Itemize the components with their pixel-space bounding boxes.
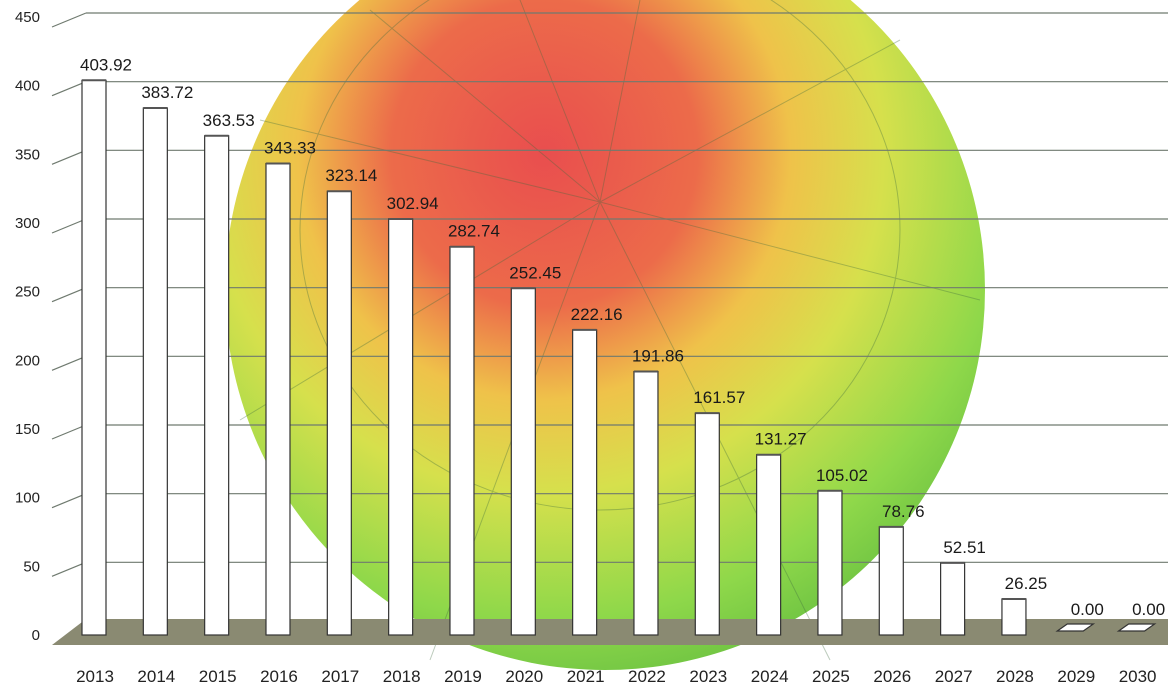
x-tick-label: 2024 (751, 667, 789, 685)
y-tick-label: 300 (15, 215, 40, 232)
data-label: 222.16 (571, 305, 623, 324)
bar (449, 246, 475, 636)
gridline-slant (51, 561, 87, 577)
data-label: 363.53 (203, 111, 255, 130)
x-tick-label: 2023 (689, 667, 727, 685)
bar (756, 454, 782, 636)
gridline-slant (51, 12, 87, 28)
x-tick-label: 2022 (628, 667, 666, 685)
data-label: 191.86 (632, 347, 684, 366)
bar (633, 370, 659, 636)
x-tick-label: 2030 (1119, 667, 1157, 685)
bar (940, 562, 966, 636)
x-tick-label: 2019 (444, 667, 482, 685)
x-tick-label: 2027 (935, 667, 973, 685)
data-label: 78.76 (882, 502, 925, 521)
x-tick-label: 2018 (383, 667, 421, 685)
gridline-slant (51, 355, 87, 371)
data-label: 343.33 (264, 138, 316, 157)
y-tick-label: 50 (23, 558, 40, 575)
data-label: 302.94 (387, 194, 439, 213)
data-label: 0.00 (1071, 600, 1104, 619)
y-axis: 0 50 100 150 200 250 300 350 400 450 (15, 9, 40, 644)
data-label: 282.74 (448, 222, 500, 241)
globe-icon (225, 0, 985, 670)
y-tick-label: 250 (15, 284, 40, 301)
x-tick-label: 2028 (996, 667, 1034, 685)
gridline-slant (51, 218, 87, 234)
bar (1116, 623, 1157, 632)
data-label: 403.92 (80, 55, 132, 74)
x-tick-label: 2020 (505, 667, 543, 685)
data-label: 0.00 (1132, 600, 1165, 619)
gridline-slant (51, 81, 87, 97)
y-tick-label: 100 (15, 490, 40, 507)
data-label: 105.02 (816, 466, 868, 485)
bar (1055, 623, 1096, 632)
bar (388, 218, 414, 636)
y-tick-label: 450 (15, 9, 40, 26)
data-label: 323.14 (325, 166, 377, 185)
y-tick-label: 150 (15, 421, 40, 438)
x-tick-label: 2013 (76, 667, 114, 685)
x-tick-label: 2016 (260, 667, 298, 685)
x-tick-label: 2025 (812, 667, 850, 685)
bar (878, 526, 904, 636)
data-label: 26.25 (1005, 574, 1048, 593)
data-label: 252.45 (509, 263, 561, 282)
x-tick-label: 2029 (1057, 667, 1095, 685)
data-labels: 403.92 383.72 363.53 343.33 323.14 302.94 282.… (80, 55, 1165, 619)
globe-background (225, 0, 985, 670)
y-tick-label: 350 (15, 146, 40, 163)
bar (694, 412, 720, 636)
bar (265, 162, 291, 636)
gridline-slant (51, 149, 87, 165)
data-label: 52.51 (943, 538, 986, 557)
bar (326, 190, 352, 636)
x-tick-label: 2017 (321, 667, 359, 685)
bar (572, 329, 598, 636)
x-tick-label: 2015 (199, 667, 237, 685)
x-axis: 2013 2014 2015 2016 2017 2018 2019 2020 2021 2022… (76, 667, 1156, 685)
bar (142, 107, 168, 636)
x-tick-label: 2014 (137, 667, 175, 685)
bar (1001, 598, 1027, 636)
x-tick-label: 2026 (873, 667, 911, 685)
x-tick-label: 2021 (567, 667, 605, 685)
data-label: 161.57 (693, 388, 745, 407)
y-tick-label: 400 (15, 78, 40, 95)
bar (510, 287, 536, 636)
bar (204, 135, 230, 636)
bar (817, 490, 843, 636)
y-tick-label: 0 (32, 627, 40, 644)
data-label: 383.72 (141, 83, 193, 102)
bar (81, 79, 107, 636)
bars (81, 79, 1157, 636)
gridline-slant (51, 424, 87, 440)
y-tick-label: 200 (15, 352, 40, 369)
gridline-slant (51, 287, 87, 303)
gridline-slant (51, 493, 87, 509)
data-label: 131.27 (755, 430, 807, 449)
